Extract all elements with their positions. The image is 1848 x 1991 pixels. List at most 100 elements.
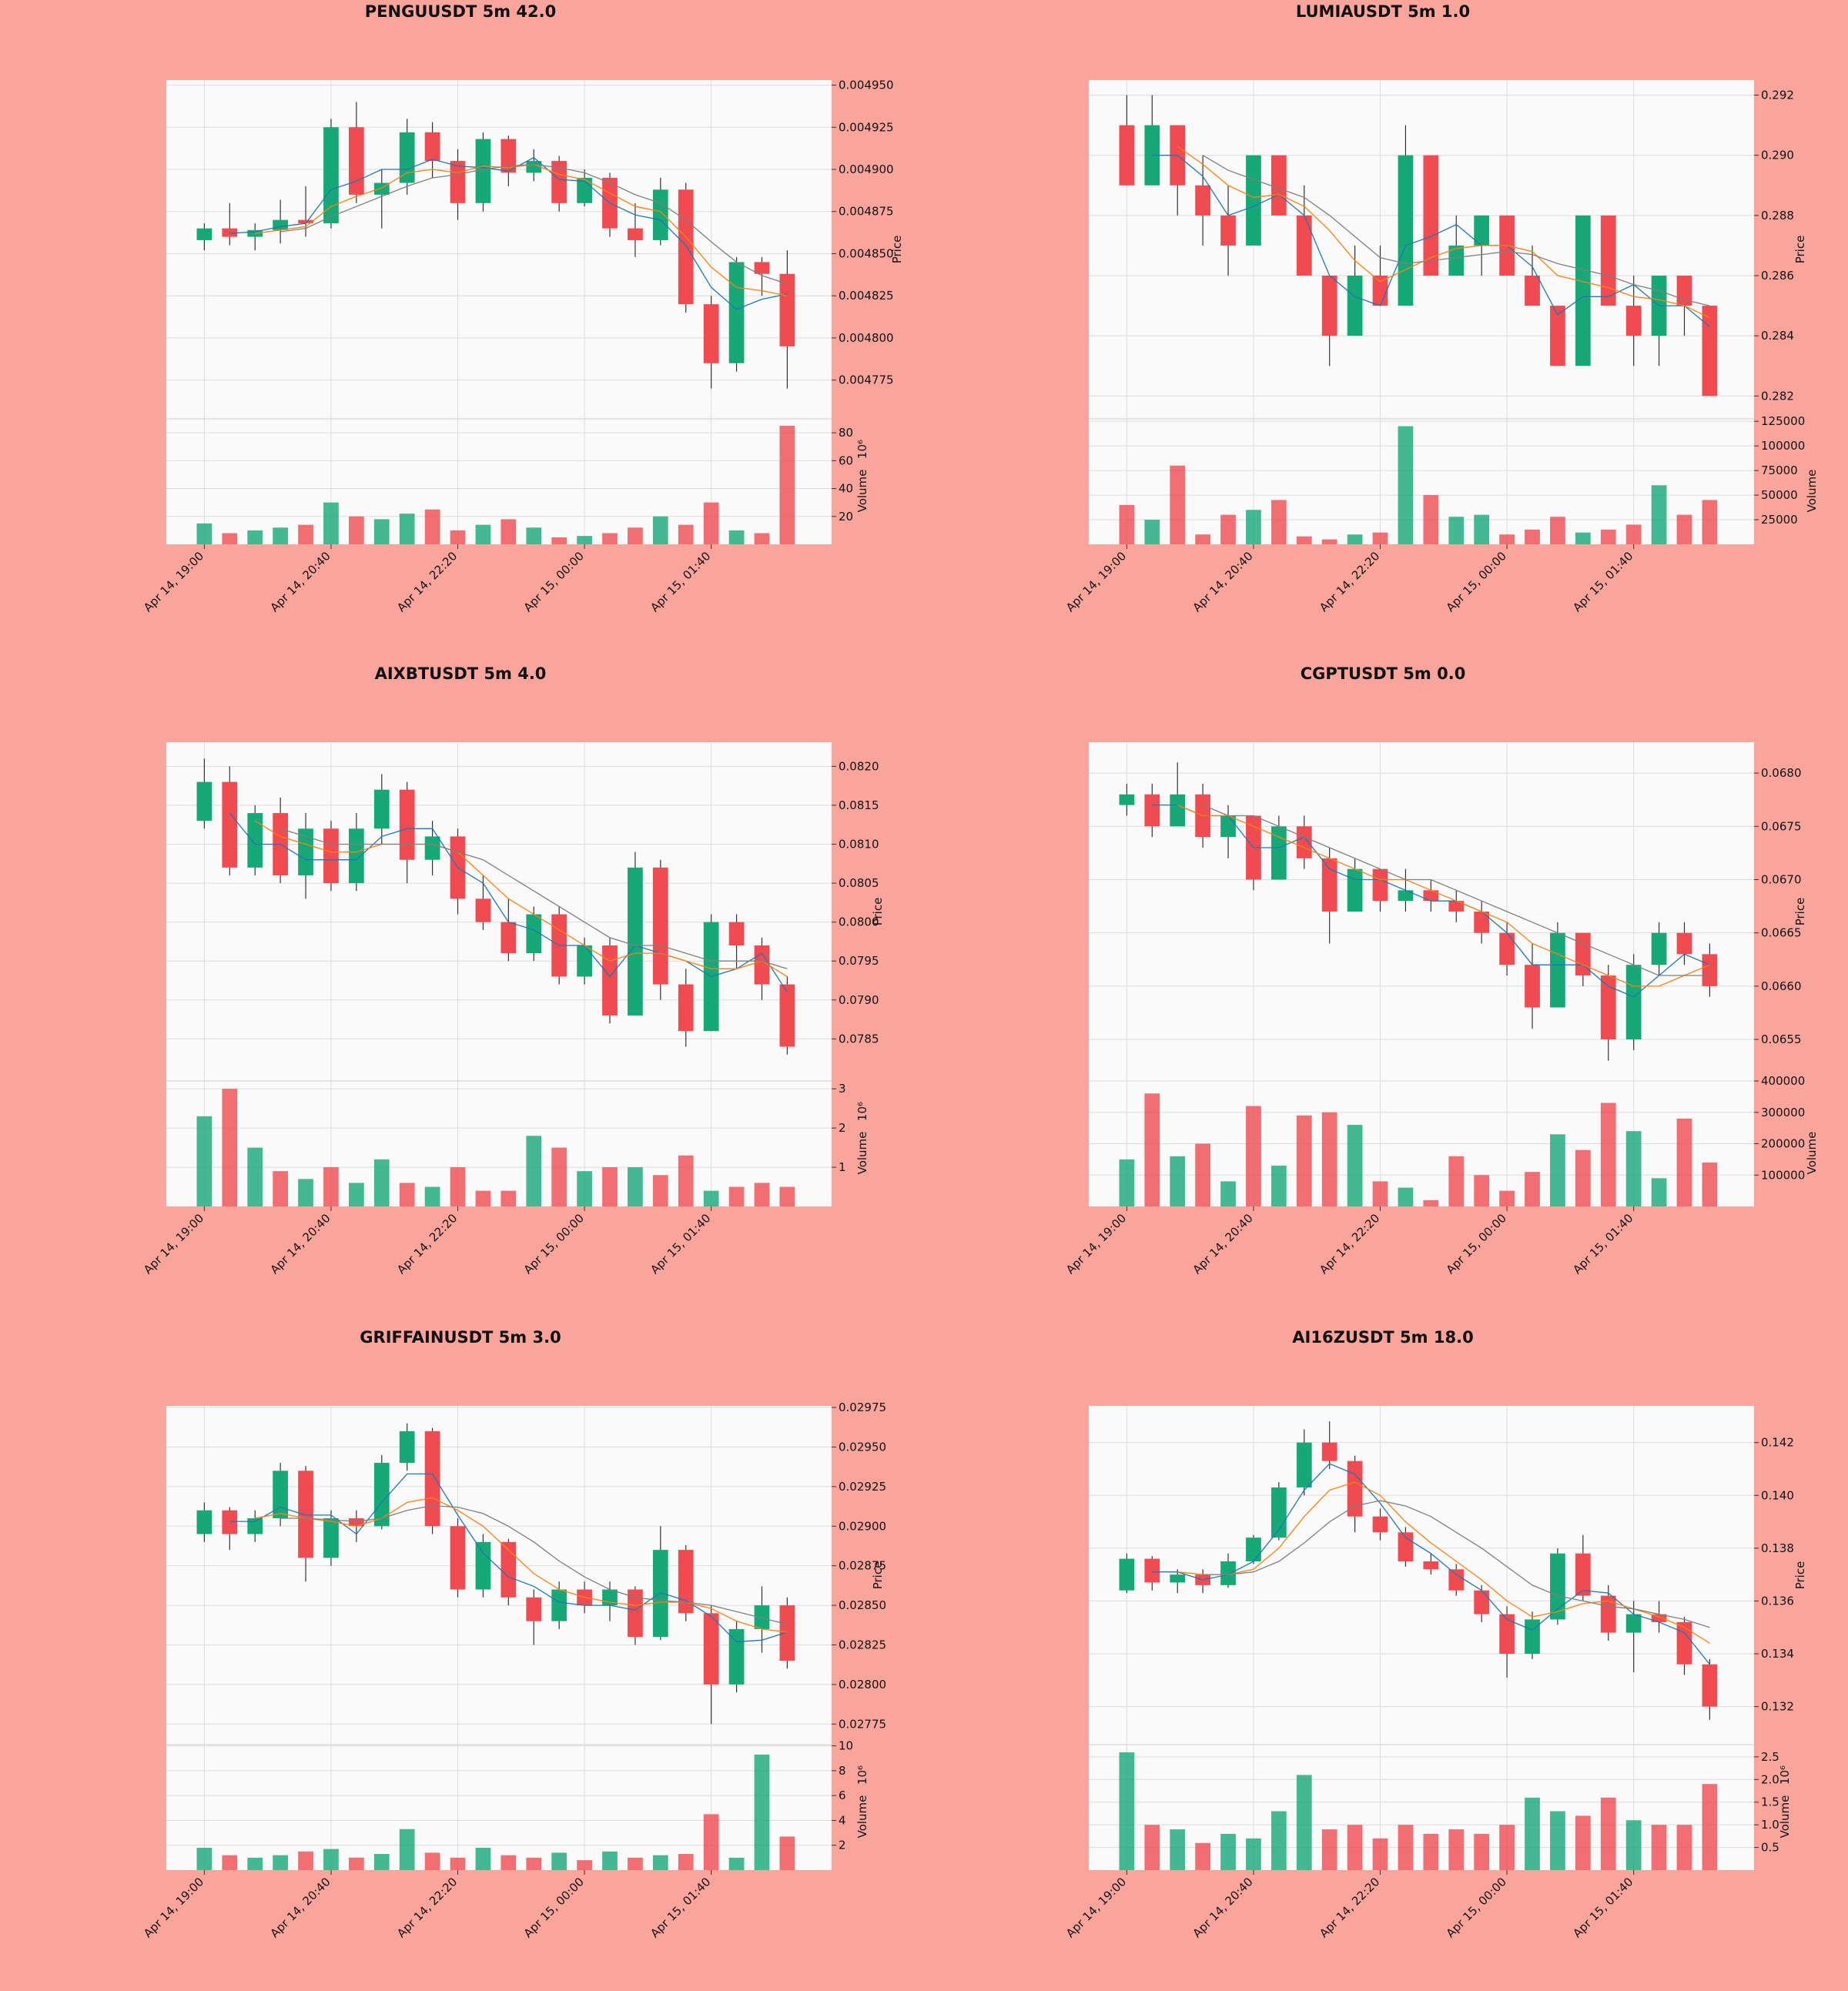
volume-axis-label: Volume (1805, 470, 1819, 513)
candle-body (1575, 215, 1591, 366)
ma-line (1177, 1481, 1710, 1644)
x-tick-label: Apr 15, 01:40 (648, 1875, 713, 1940)
volume-bar (602, 1167, 618, 1206)
chart: GRIFFAINUSDT 5m 3.0 Apr 14, 19:00 Apr 14, … (141, 1328, 886, 1940)
candle-body (703, 1613, 719, 1685)
volume-tick-label: 100000 (1761, 439, 1805, 453)
volume-bar (1651, 1825, 1667, 1870)
volume-bar (1372, 1181, 1388, 1206)
volume-bar (1423, 1200, 1439, 1206)
candle-body (779, 1605, 795, 1661)
volume-bar (1321, 1829, 1337, 1870)
x-tick-label: Apr 14, 19:00 (141, 549, 206, 614)
volume-bar (1600, 529, 1616, 544)
candle-body (247, 813, 263, 868)
candle-body (728, 262, 745, 363)
volume-bar (1651, 485, 1667, 544)
candle-body (1347, 868, 1363, 912)
candle-body (1499, 1614, 1515, 1655)
candle-body (1702, 954, 1718, 986)
volume-bar (1423, 495, 1439, 544)
candle-body (450, 161, 466, 203)
plot-area (166, 742, 832, 1206)
y-tick-label: 0.004825 (839, 289, 894, 303)
y-axis-label: Price (1793, 1561, 1807, 1590)
volume-bar (222, 1089, 238, 1206)
candle-body (399, 789, 415, 860)
candle-body (450, 1526, 466, 1590)
volume-bar (1246, 1106, 1261, 1206)
candle-body (1499, 932, 1515, 965)
candle-body (728, 1628, 745, 1685)
candle-body (1372, 868, 1388, 902)
volume-tick-label: 6 (839, 1789, 846, 1802)
volume-exponent: 10⁶ (855, 1765, 869, 1785)
volume-bar (728, 1186, 745, 1206)
candle-body (399, 1431, 415, 1464)
volume-tick-label: 20 (839, 510, 853, 524)
y-tick-label: 0.0675 (1761, 819, 1802, 833)
volume-bar (1499, 1190, 1515, 1206)
x-tick-label: Apr 14, 19:00 (1063, 1875, 1129, 1940)
y-tick-label: 0.290 (1761, 149, 1794, 162)
volume-bar (373, 1854, 390, 1870)
volume-bar (1296, 536, 1312, 544)
chart-title: AIXBTUSDT 5m 4.0 (375, 664, 547, 683)
candle-body (1144, 794, 1160, 827)
volume-bar (1398, 426, 1414, 544)
y-tick-label: 0.138 (1761, 1541, 1794, 1555)
y-tick-label: 0.004800 (839, 331, 894, 345)
y-tick-label: 0.0785 (839, 1032, 879, 1046)
volume-bar (779, 1186, 795, 1206)
volume-tick-label: 1.0 (1761, 1818, 1779, 1832)
volume-bar (754, 1754, 770, 1870)
x-tick-label: Apr 15, 00:00 (1444, 549, 1509, 614)
candle-body (1270, 155, 1287, 216)
volume-bar (1119, 1752, 1135, 1870)
volume-bar (1220, 514, 1236, 544)
volume-bar (373, 1159, 390, 1206)
volume-bar (1296, 1775, 1312, 1870)
y-tick-label: 0.0790 (839, 993, 879, 1007)
y-tick-label: 0.134 (1761, 1647, 1794, 1661)
y-tick-label: 0.0655 (1761, 1032, 1802, 1046)
candle-body (1423, 1561, 1439, 1570)
volume-tick-label: 300000 (1761, 1106, 1805, 1119)
volume-tick-label: 2.0 (1761, 1772, 1779, 1786)
candle-body (1398, 1532, 1414, 1561)
volume-bar (1246, 510, 1261, 544)
candle-body (678, 1550, 694, 1614)
volume-tick-label: 10 (839, 1739, 853, 1753)
candle-body (1550, 1553, 1565, 1620)
candle-body (1448, 1569, 1465, 1591)
volume-bar (1119, 1159, 1135, 1206)
candle-body (678, 984, 694, 1032)
candle-body (1321, 858, 1337, 912)
candle-body (298, 1471, 313, 1558)
x-tick-label: Apr 14, 22:20 (1317, 1211, 1382, 1277)
volume-bar (1625, 1820, 1642, 1870)
candle-body (526, 161, 542, 173)
candle-body (424, 132, 440, 162)
candle-body (298, 219, 313, 224)
candle-body (754, 1605, 770, 1629)
volume-bar (1270, 500, 1287, 544)
candle-body (1676, 932, 1692, 955)
volume-bar (1170, 1829, 1186, 1870)
candle-body (323, 1518, 339, 1558)
y-tick-label: 0.282 (1761, 389, 1794, 403)
candle-body (424, 836, 440, 860)
candle-body (703, 304, 719, 363)
volume-bar (1347, 534, 1363, 544)
ma-line (1152, 804, 1710, 998)
candle-body (1144, 1558, 1160, 1583)
volume-bar (1499, 1825, 1515, 1870)
ma-line (254, 820, 788, 978)
candle-body (1246, 155, 1261, 246)
x-tick-label: Apr 14, 20:40 (268, 1211, 333, 1277)
y-tick-label: 0.0795 (839, 954, 879, 968)
volume-bar (1676, 1825, 1692, 1870)
candle-body (1296, 826, 1312, 858)
volume-bar (1550, 517, 1565, 544)
volume-bar (1195, 1143, 1210, 1206)
